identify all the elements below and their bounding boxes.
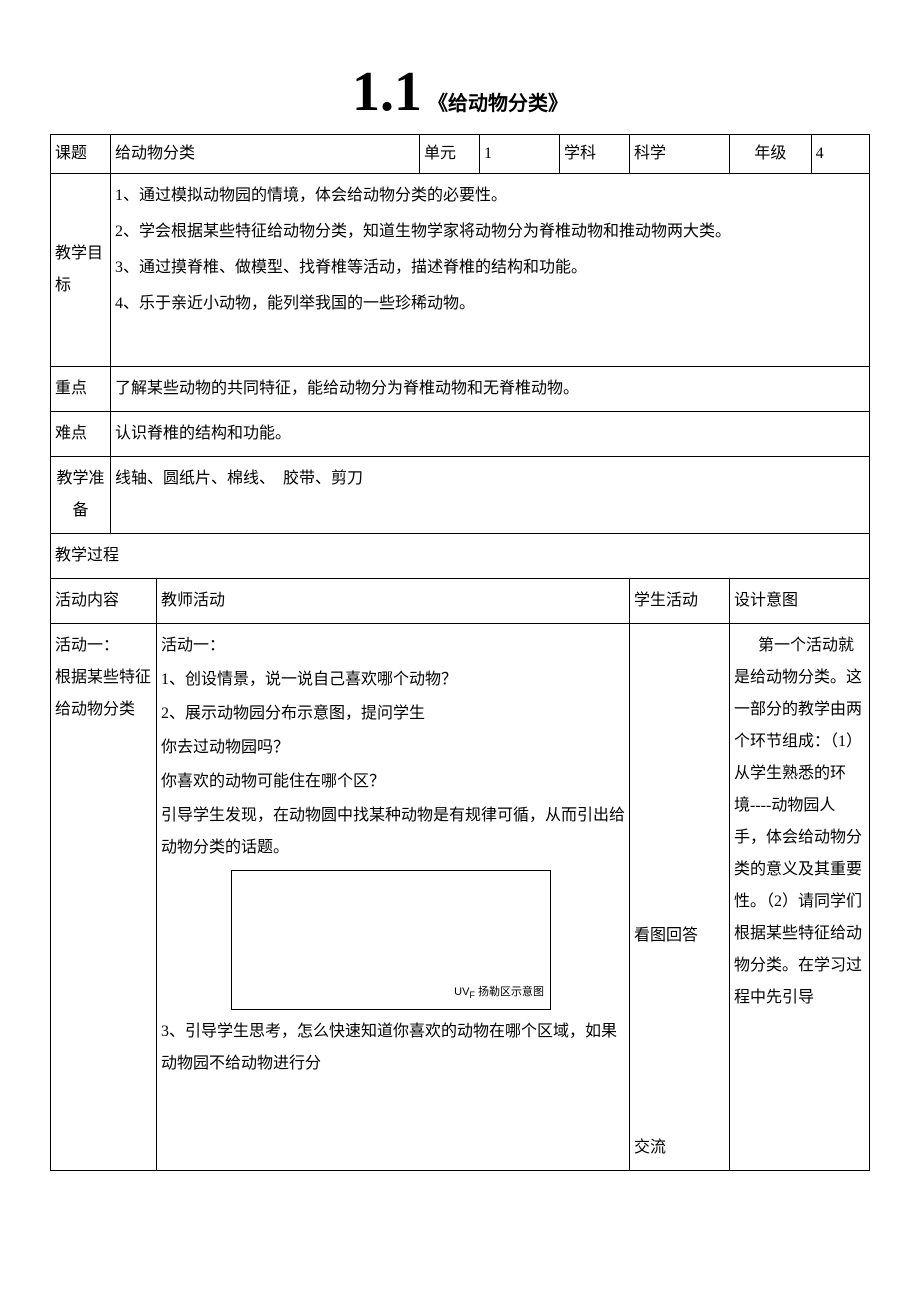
design-intent: 第一个活动就是给动物分类。这一部分的教学由两个环节组成：（1）从学生熟悉的环境-…: [730, 623, 870, 1170]
teacher-line: 2、展示动物园分布示意图，提问学生: [161, 698, 625, 730]
keypoint-label: 重点: [51, 366, 111, 411]
intent-text: 第一个活动就是给动物分类。这一部分的教学由两个环节组成：（1）从学生熟悉的环境-…: [734, 630, 865, 1014]
zoo-diagram-placeholder: UVF 扬勒区示意图: [231, 870, 551, 1010]
objective-item: 2、学会根据某些特征给动物分类，知道生物学家将动物分为脊椎动物和推动物两大类。: [115, 216, 865, 248]
lesson-plan-table: 课题 给动物分类 单元 1 学科 科学 年级 4 教学目标 1、通过模拟动物园的…: [50, 134, 870, 1171]
process-label: 教学过程: [51, 533, 870, 578]
grade-label: 年级: [730, 135, 812, 174]
objectives-label: 教学目标: [51, 173, 111, 366]
keypoint-value: 了解某些动物的共同特征，能给动物分为脊椎动物和无脊椎动物。: [111, 366, 870, 411]
unit-value: 1: [480, 135, 560, 174]
preparation-row: 教学准备 线轴、圆纸片、棉线、 胶带、剪刀: [51, 456, 870, 533]
activity-1-row: 活动一： 根据某些特征给动物分类 活动一： 1、创设情景，说一说自己喜欢哪个动物…: [51, 623, 870, 1170]
title-number: 1.1: [352, 60, 422, 124]
student-line: 交流: [634, 1132, 725, 1164]
diagram-caption: UVF 扬勒区示意图: [454, 981, 544, 1004]
difficulty-row: 难点 认识脊椎的结构和功能。: [51, 411, 870, 456]
teacher-line: 1、创设情景，说一说自己喜欢哪个动物？: [161, 664, 625, 696]
teacher-activity: 活动一： 1、创设情景，说一说自己喜欢哪个动物？ 2、展示动物园分布示意图，提问…: [156, 623, 629, 1170]
col-teacher: 教师活动: [156, 578, 629, 623]
student-line: 看图回答: [634, 920, 725, 952]
objectives-content: 1、通过模拟动物园的情境，体会给动物分类的必要性。 2、学会根据某些特征给动物分…: [111, 173, 870, 366]
col-intent: 设计意图: [730, 578, 870, 623]
difficulty-label: 难点: [51, 411, 111, 456]
document-title: 1.1 《给动物分类》: [50, 60, 870, 124]
unit-label: 单元: [420, 135, 480, 174]
topic-value: 给动物分类: [111, 135, 420, 174]
keypoint-row: 重点 了解某些动物的共同特征，能给动物分为脊椎动物和无脊椎动物。: [51, 366, 870, 411]
header-row: 课题 给动物分类 单元 1 学科 科学 年级 4: [51, 135, 870, 174]
col-activity: 活动内容: [51, 578, 157, 623]
topic-label: 课题: [51, 135, 111, 174]
objectives-row: 教学目标 1、通过模拟动物园的情境，体会给动物分类的必要性。 2、学会根据某些特…: [51, 173, 870, 366]
teacher-line: 你喜欢的动物可能住在哪个区？: [161, 766, 625, 798]
subject-label: 学科: [560, 135, 630, 174]
subject-value: 科学: [630, 135, 730, 174]
diagram-label-rest: 扬勒区示意图: [475, 986, 544, 998]
process-columns-row: 活动内容 教师活动 学生活动 设计意图: [51, 578, 870, 623]
col-student: 学生活动: [630, 578, 730, 623]
objective-item: 4、乐于亲近小动物，能列举我国的一些珍稀动物。: [115, 288, 865, 320]
diagram-label-prefix: UV: [454, 986, 469, 998]
teacher-line: 你去过动物园吗？: [161, 732, 625, 764]
preparation-value: 线轴、圆纸片、棉线、 胶带、剪刀: [111, 456, 870, 533]
activity-name-line: 活动一：: [55, 630, 152, 662]
student-activity: 看图回答 交流: [630, 623, 730, 1170]
teacher-line: 活动一：: [161, 630, 625, 662]
activity-name-line: 根据某些特征给动物分类: [55, 662, 152, 726]
preparation-label: 教学准备: [51, 456, 111, 533]
teacher-line: 3、引导学生思考，怎么快速知道你喜欢的动物在哪个区域，如果动物园不给动物进行分: [161, 1016, 625, 1080]
objective-item: 1、通过模拟动物园的情境，体会给动物分类的必要性。: [115, 180, 865, 212]
objective-item: 3、通过摸脊椎、做模型、找脊椎等活动，描述脊椎的结构和功能。: [115, 252, 865, 284]
process-header-row: 教学过程: [51, 533, 870, 578]
activity-name: 活动一： 根据某些特征给动物分类: [51, 623, 157, 1170]
teacher-line: 引导学生发现，在动物圆中找某种动物是有规律可循，从而引出给动物分类的话题。: [161, 800, 625, 864]
title-name: 《给动物分类》: [428, 87, 568, 116]
grade-value: 4: [811, 135, 869, 174]
difficulty-value: 认识脊椎的结构和功能。: [111, 411, 870, 456]
